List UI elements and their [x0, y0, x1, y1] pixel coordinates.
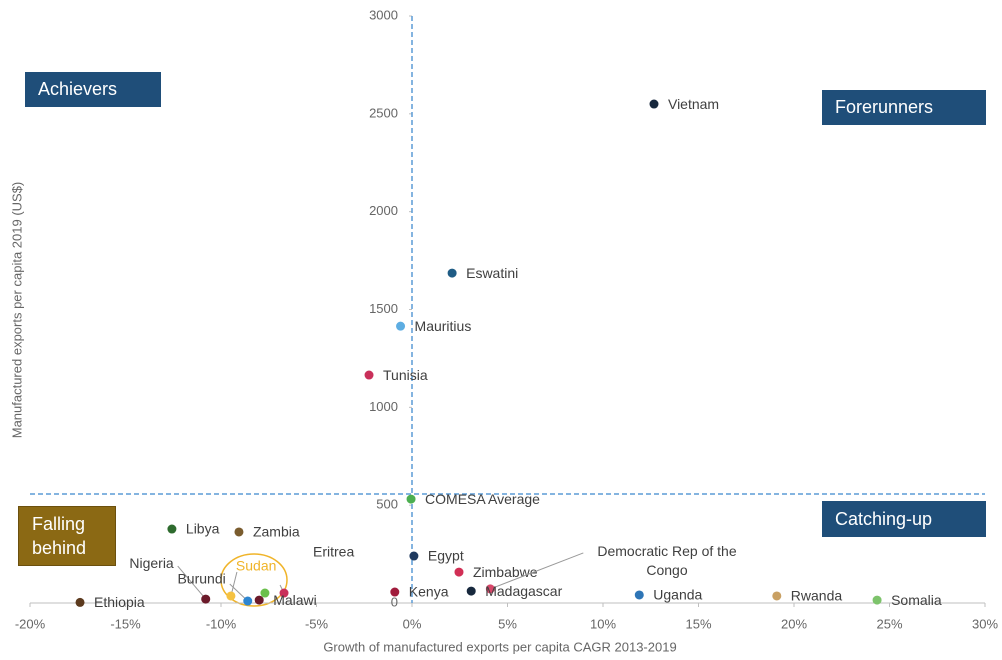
point-label: Zambia [253, 524, 300, 540]
data-point [75, 597, 85, 607]
quadrant-label: Achievers [25, 72, 161, 107]
data-point [466, 586, 476, 596]
data-point [406, 494, 416, 504]
point-label: Vietnam [668, 96, 719, 112]
point-label: Kenya [409, 584, 449, 600]
data-point [409, 551, 419, 561]
x-tick-label: 20% [781, 616, 807, 631]
quadrant-label: Catching-up [822, 501, 986, 537]
point-label: Burundi [177, 571, 225, 587]
point-label: Nigeria [129, 555, 174, 571]
data-point [634, 590, 644, 600]
y-tick-label: 3000 [369, 7, 398, 22]
x-tick-label: 15% [685, 616, 711, 631]
x-axis-title: Growth of manufactured exports per capit… [323, 639, 676, 654]
x-tick-label: 30% [972, 616, 998, 631]
y-tick-label: 2000 [369, 203, 398, 218]
x-tick-label: 5% [498, 616, 517, 631]
point-label: Zimbabwe [473, 564, 538, 580]
x-tick-label: 25% [876, 616, 902, 631]
data-point [167, 524, 177, 534]
leader-line [490, 552, 584, 590]
data-point [649, 99, 659, 109]
data-point [454, 567, 464, 577]
data-point [872, 595, 882, 605]
data-point [226, 591, 236, 601]
point-label: Mauritius [415, 318, 472, 334]
data-point [260, 588, 270, 598]
y-tick-label: 1000 [369, 399, 398, 414]
data-point [447, 268, 457, 278]
data-point [254, 595, 264, 605]
leader-line [177, 565, 207, 600]
point-label: Malawi [273, 592, 317, 608]
point-label: Eswatini [466, 265, 518, 281]
highlight-ring [220, 553, 288, 607]
point-label: Eritrea [313, 544, 354, 560]
point-label: Libya [186, 521, 220, 537]
data-point [279, 588, 289, 598]
x-tick-label: -10% [206, 616, 237, 631]
point-label: Uganda [653, 587, 702, 603]
data-point [390, 587, 400, 597]
y-tick-label: 1500 [369, 301, 398, 316]
y-tick-label: 500 [376, 497, 398, 512]
point-label: Democratic Rep of the Congo [597, 543, 737, 578]
data-point [234, 527, 244, 537]
y-axis-title: Manufactured exports per capita 2019 (US… [9, 182, 24, 439]
data-point [243, 596, 253, 606]
x-tick-label: -20% [15, 616, 46, 631]
x-tick-label: 0% [403, 616, 422, 631]
data-point [364, 370, 374, 380]
quadrant-label: Falling behind [18, 506, 116, 566]
point-label: Madagascar [485, 583, 562, 599]
point-label: Egypt [428, 548, 464, 564]
y-tick-label: 0 [391, 594, 398, 609]
point-label: Sudan [236, 558, 276, 574]
data-point [485, 584, 495, 594]
data-point [201, 594, 211, 604]
data-point [772, 591, 782, 601]
quadrant-label: Forerunners [822, 90, 986, 125]
data-point [396, 321, 406, 331]
x-tick-label: -5% [305, 616, 329, 631]
point-label: Tunisia [383, 367, 428, 383]
point-label: Ethiopia [94, 594, 145, 610]
x-tick-label: 10% [590, 616, 616, 631]
point-label: Rwanda [791, 588, 843, 604]
point-label: Somalia [891, 592, 942, 608]
y-tick-label: 2500 [369, 105, 398, 120]
point-label: COMESA Average [425, 491, 540, 507]
x-tick-label: -15% [110, 616, 141, 631]
